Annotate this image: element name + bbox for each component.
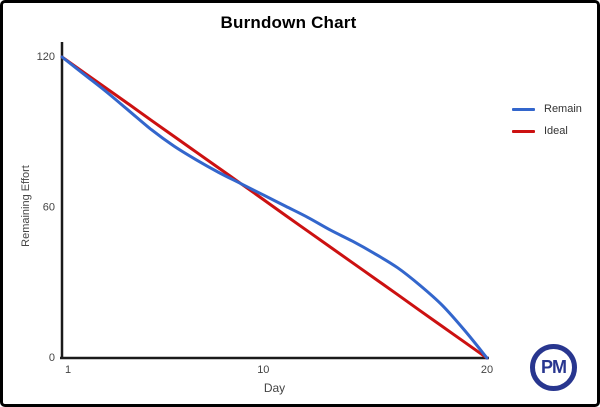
x-axis-title: Day bbox=[263, 381, 286, 395]
chart-title: Burndown Chart bbox=[220, 13, 357, 32]
legend-label: Remain bbox=[544, 103, 582, 115]
pm-logo-text: PM bbox=[541, 357, 567, 377]
legend-label: Ideal bbox=[544, 125, 568, 137]
svg-text:10: 10 bbox=[257, 364, 269, 376]
svg-text:60: 60 bbox=[43, 202, 55, 214]
legend-item-ideal: Ideal bbox=[512, 125, 582, 137]
y-axis-title: Remaining Effort bbox=[20, 165, 32, 247]
svg-text:0: 0 bbox=[49, 352, 55, 364]
pm-logo: PM bbox=[530, 344, 577, 391]
legend: Remain Ideal bbox=[512, 103, 582, 137]
legend-item-remain: Remain bbox=[512, 103, 582, 115]
legend-swatch bbox=[512, 107, 535, 111]
svg-text:1: 1 bbox=[65, 364, 71, 376]
svg-text:120: 120 bbox=[37, 51, 55, 63]
svg-text:20: 20 bbox=[481, 364, 493, 376]
legend-swatch bbox=[512, 129, 535, 133]
